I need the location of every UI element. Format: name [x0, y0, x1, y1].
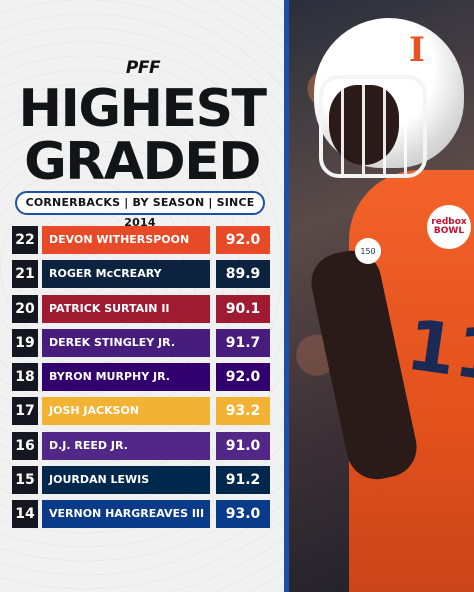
subtitle-pill: CORNERBACKS | BY SEASON | SINCE 2014 [15, 191, 265, 229]
facemask [319, 75, 427, 178]
grade-value: 91.0 [216, 431, 270, 460]
player-name: ROGER McCREARY [42, 260, 210, 289]
rankings-list: 22 DEVON WITHERSPOON 92.0 21 ROGER McCRE… [12, 226, 270, 535]
grade-value: 92.0 [216, 363, 270, 392]
player-name: VERNON HARGREAVES III [42, 500, 210, 529]
ranking-row: 17 JOSH JACKSON 93.2 [12, 397, 270, 426]
season-label: 20 [12, 294, 38, 323]
divider-stripe [284, 0, 289, 592]
season-label: 19 [12, 328, 38, 357]
title-line-1: HIGHEST [18, 79, 267, 139]
player-name: DEREK STINGLEY JR. [42, 328, 210, 357]
player-name: BYRON MURPHY JR. [42, 363, 210, 392]
bowl-patch: redbox BOWL [427, 205, 471, 249]
ranking-row: 14 VERNON HARGREAVES III 93.0 [12, 500, 270, 529]
jersey-number: 11 [401, 303, 474, 399]
grade-value: 91.2 [216, 466, 270, 495]
ranking-row: 19 DEREK STINGLEY JR. 91.7 [12, 328, 270, 357]
grade-value: 92.0 [216, 226, 270, 254]
season-label: 22 [12, 226, 38, 254]
helmet-logo: I [409, 30, 425, 70]
season-label: 18 [12, 363, 38, 392]
grade-value: 91.7 [216, 328, 270, 357]
ranking-row: 20 PATRICK SURTAIN II 90.1 [12, 294, 270, 323]
season-label: 15 [12, 466, 38, 495]
player-name: DEVON WITHERSPOON [42, 226, 210, 254]
season-label: 17 [12, 397, 38, 426]
grade-value: 89.9 [216, 260, 270, 289]
ranking-row: 18 BYRON MURPHY JR. 92.0 [12, 363, 270, 392]
player-photo: I 11 redbox BOWL 150 [289, 0, 474, 592]
ranking-row: 16 D.J. REED JR. 91.0 [12, 431, 270, 460]
grade-value: 93.2 [216, 397, 270, 426]
ranking-row: 22 DEVON WITHERSPOON 92.0 [12, 226, 270, 254]
grade-value: 90.1 [216, 294, 270, 323]
anniversary-patch: 150 [355, 238, 381, 264]
ranking-row: 15 JOURDAN LEWIS 91.2 [12, 466, 270, 495]
player-name: PATRICK SURTAIN II [42, 294, 210, 323]
player-name: JOSH JACKSON [42, 397, 210, 426]
grade-value: 93.0 [216, 500, 270, 529]
season-label: 21 [12, 260, 38, 289]
title-line-2: GRADED [24, 132, 261, 192]
season-label: 14 [12, 500, 38, 529]
player-name: D.J. REED JR. [42, 431, 210, 460]
player-name: JOURDAN LEWIS [42, 466, 210, 495]
season-label: 16 [12, 431, 38, 460]
pff-logo: PFF [125, 58, 161, 78]
ranking-row: 21 ROGER McCREARY 89.9 [12, 260, 270, 289]
